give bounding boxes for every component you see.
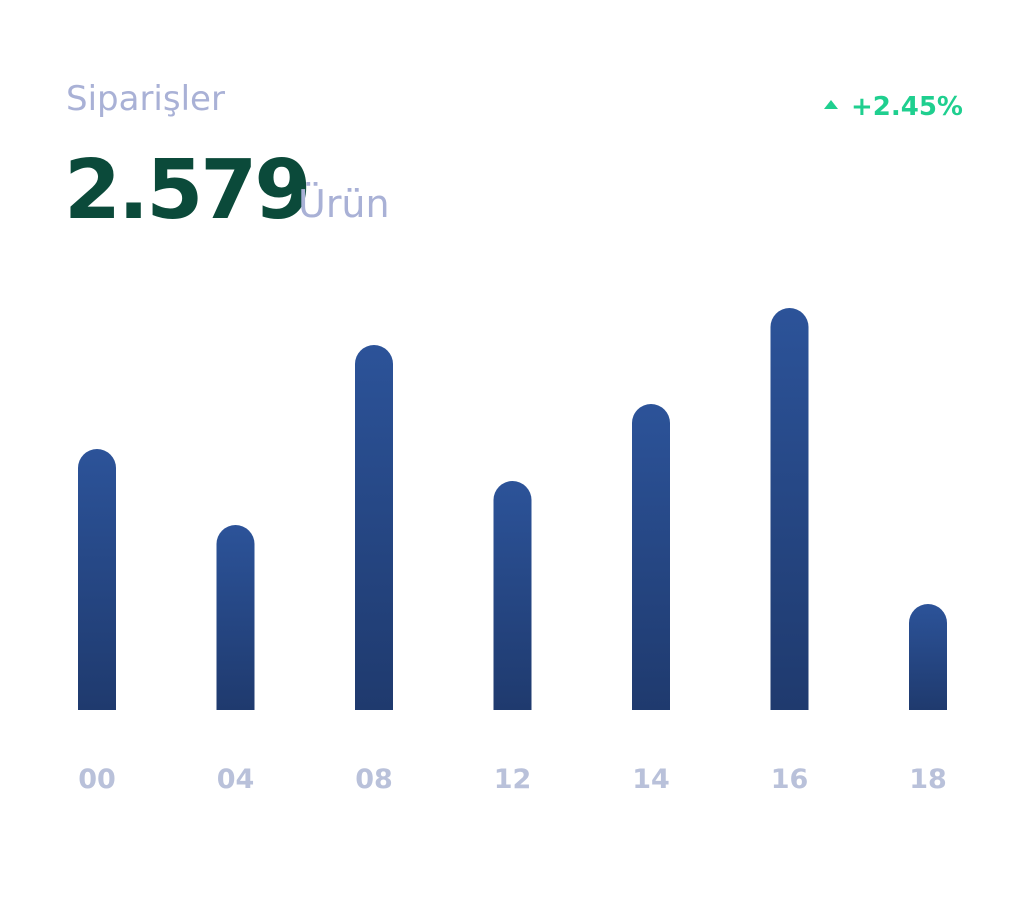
x-tick-label: 12 <box>494 764 532 795</box>
bar <box>909 604 947 710</box>
bar <box>78 449 116 710</box>
x-tick-label: 16 <box>771 764 809 795</box>
x-tick-label: 08 <box>355 764 393 795</box>
bar <box>355 345 393 710</box>
total-unit: Ürün <box>298 182 390 226</box>
bar <box>493 481 532 710</box>
change-value: +2.45% <box>851 92 963 122</box>
x-tick-label: 14 <box>632 764 670 795</box>
bar <box>632 404 670 710</box>
trend-up-icon <box>824 100 838 109</box>
total-value: 2.579 <box>64 143 308 238</box>
x-tick-label: 00 <box>78 764 116 795</box>
bar <box>770 308 809 710</box>
x-tick-label: 18 <box>909 764 947 795</box>
card-title: Siparişler <box>66 79 225 119</box>
bar <box>216 525 255 710</box>
x-tick-label: 04 <box>217 764 255 795</box>
